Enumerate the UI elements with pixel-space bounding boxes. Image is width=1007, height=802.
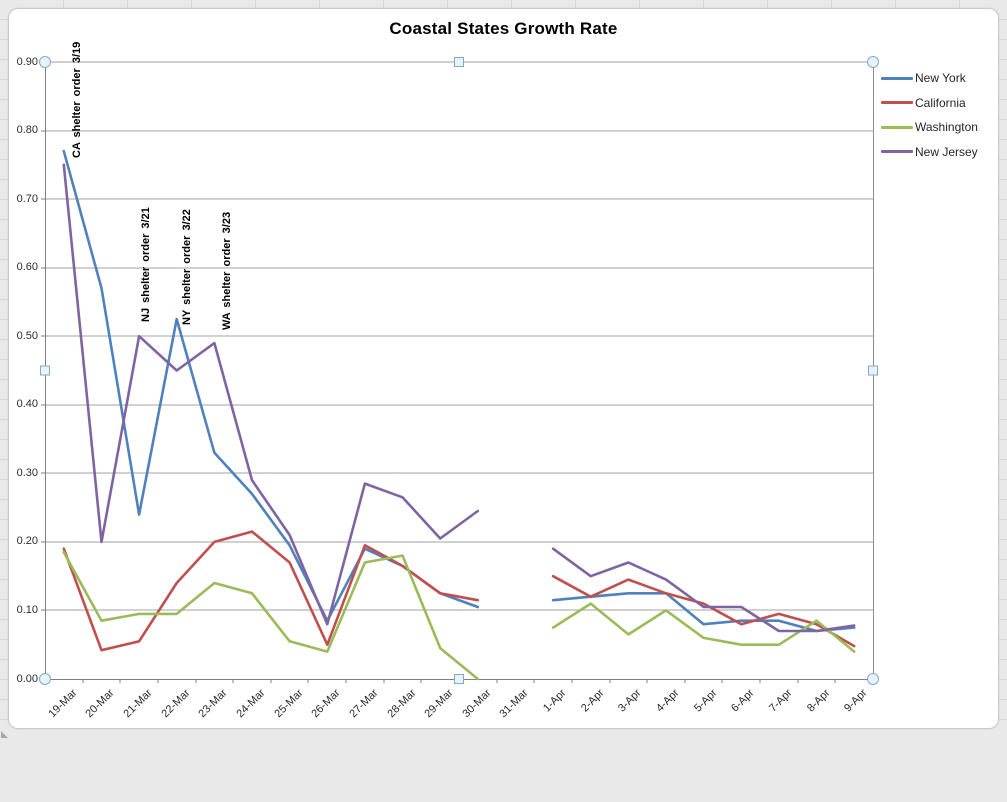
annotation-ny-shelter-order[interactable]: NY shelter order 3/22 xyxy=(181,209,193,325)
series-line-new-jersey[interactable] xyxy=(62,163,480,626)
legend-label: Washington xyxy=(915,120,978,134)
worksheet-right-strip xyxy=(997,0,1007,740)
plot-area[interactable] xyxy=(45,62,873,679)
selection-handle-corner[interactable] xyxy=(867,56,879,68)
annotation-wa-shelter-order[interactable]: WA shelter order 3/23 xyxy=(221,211,233,330)
selection-handle-edge[interactable] xyxy=(40,365,50,376)
legend-swatch xyxy=(881,101,913,104)
y-axis-label[interactable]: 0.40 xyxy=(16,398,38,411)
selection-handle-corner[interactable] xyxy=(39,673,51,685)
y-axis-label[interactable]: 0.90 xyxy=(16,55,38,68)
legend-label: California xyxy=(915,95,966,110)
legend-item-new-york[interactable]: New York xyxy=(881,71,978,85)
legend-label: New York xyxy=(915,71,966,85)
legend-swatch xyxy=(881,125,913,129)
legend-label: New Jersey xyxy=(915,144,978,159)
annotation-nj-shelter-order[interactable]: NJ shelter order 3/21 xyxy=(140,207,152,322)
selection-handle-edge[interactable] xyxy=(454,674,464,684)
selection-handle-edge[interactable] xyxy=(454,57,464,67)
worksheet-top-strip xyxy=(0,0,1007,8)
series-line-washington[interactable] xyxy=(62,550,480,681)
y-axis-label[interactable]: 0.60 xyxy=(16,261,38,274)
y-axis-label[interactable]: 0.00 xyxy=(16,672,38,685)
legend[interactable]: New York California Washington New Jersey xyxy=(881,71,978,169)
y-axis-label[interactable]: 0.10 xyxy=(16,603,38,616)
chart-overlay: Coastal States Growth Rate 0.90 0.80 0.70 0… xyxy=(16,19,978,720)
y-axis-label[interactable]: 0.80 xyxy=(16,124,38,137)
sheet-corner-triangle xyxy=(1,731,8,738)
legend-item-california[interactable]: California xyxy=(881,96,978,110)
chart-title[interactable]: Coastal States Growth Rate xyxy=(389,19,618,38)
legend-item-washington[interactable]: Washington xyxy=(881,120,978,134)
legend-swatch xyxy=(881,76,913,80)
y-axis-label[interactable]: 0.30 xyxy=(16,466,38,479)
legend-item-new-jersey[interactable]: New Jersey xyxy=(881,145,978,159)
series-line-washington[interactable] xyxy=(551,602,856,653)
worksheet-bottom-strip xyxy=(0,727,1007,740)
y-axis-label[interactable]: 0.20 xyxy=(16,535,38,548)
plot-svg xyxy=(39,56,879,685)
selection-handle-corner[interactable] xyxy=(39,56,51,68)
series-line-california[interactable] xyxy=(551,574,856,648)
legend-swatch xyxy=(881,150,913,153)
worksheet-left-strip xyxy=(0,0,8,740)
y-axis-label[interactable]: 0.70 xyxy=(16,192,38,205)
annotation-ca-shelter-order[interactable]: CA shelter order 3/19 xyxy=(71,41,83,158)
selection-handle-corner[interactable] xyxy=(867,673,879,685)
selection-handle-edge[interactable] xyxy=(868,365,878,376)
series-line-new-jersey[interactable] xyxy=(551,547,856,633)
y-axis-label[interactable]: 0.50 xyxy=(16,329,38,342)
